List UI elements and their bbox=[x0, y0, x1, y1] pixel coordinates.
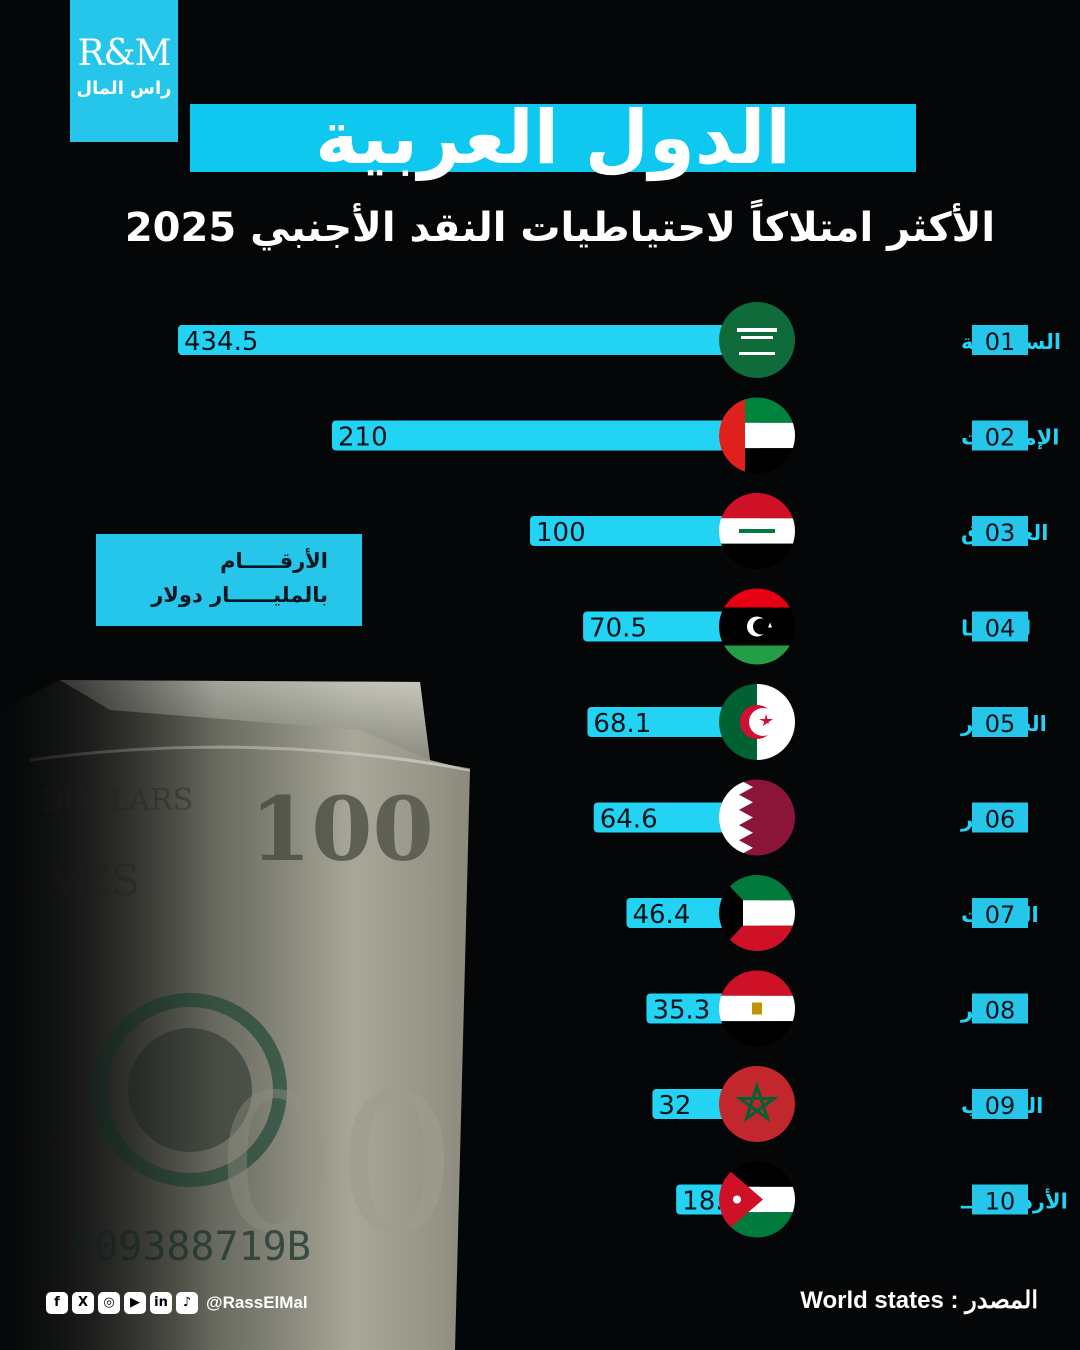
bar bbox=[593, 802, 760, 833]
data-label: 68.1 bbox=[593, 709, 651, 739]
chart-row: 100العـــراق03 bbox=[530, 493, 1049, 569]
facebook-icon[interactable]: f bbox=[46, 1292, 68, 1314]
bar bbox=[178, 325, 760, 355]
libya-flag bbox=[719, 588, 795, 665]
rank-label: 09 bbox=[985, 1092, 1016, 1120]
page-title: الدول العربية bbox=[315, 95, 791, 181]
bar bbox=[587, 707, 760, 737]
rank-badge bbox=[972, 993, 1028, 1024]
chart-row: 434.5السعوديـة01 bbox=[178, 302, 1061, 378]
data-label: 64.6 bbox=[600, 805, 658, 835]
rank-badge bbox=[972, 516, 1028, 546]
chart-row: 70.5لـيـبـيـا04 bbox=[583, 588, 1031, 665]
rank-badge bbox=[972, 707, 1028, 737]
social-handle[interactable]: @RassElMal bbox=[206, 1293, 308, 1312]
morocco-flag bbox=[719, 1066, 795, 1142]
rank-label: 03 bbox=[985, 519, 1016, 547]
algeria-flag bbox=[719, 684, 795, 760]
chart-row: 64.6قطـــر06 bbox=[593, 779, 1030, 856]
rank-label: 04 bbox=[985, 615, 1016, 643]
rank-badge bbox=[972, 1089, 1028, 1119]
x-icon[interactable]: X bbox=[72, 1292, 94, 1314]
data-label: 46.4 bbox=[632, 900, 690, 930]
tiktok-icon[interactable]: ♪ bbox=[176, 1292, 198, 1314]
rank-badge bbox=[972, 898, 1028, 928]
rank-badge bbox=[972, 802, 1028, 833]
data-label: 434.5 bbox=[184, 327, 258, 357]
banknote-illustration: 100 DOLLARS VES 00 F09388719B bbox=[0, 670, 480, 1350]
brand-logo: R&M راس المال bbox=[70, 0, 178, 142]
rank-label: 01 bbox=[985, 328, 1016, 356]
chart-row: 32المغـرب09 bbox=[652, 1066, 1043, 1142]
bar bbox=[530, 516, 760, 546]
egypt-flag bbox=[719, 970, 795, 1047]
linkedin-icon[interactable]: in bbox=[150, 1292, 172, 1314]
rank-badge bbox=[972, 325, 1028, 355]
source-label: المصدر : bbox=[950, 1287, 1038, 1314]
bar bbox=[332, 420, 760, 451]
chart-row: 68.1الجــزائر05 bbox=[587, 684, 1047, 760]
youtube-icon[interactable]: ▶ bbox=[124, 1292, 146, 1314]
iraq-flag bbox=[719, 493, 795, 569]
rank-badge bbox=[972, 1184, 1028, 1215]
saudi-flag bbox=[719, 302, 795, 378]
source-credit: World states المصدر : bbox=[800, 1284, 1038, 1318]
rank-label: 06 bbox=[985, 806, 1016, 834]
data-label: 32 bbox=[658, 1091, 691, 1121]
social-links: f X ◎ ▶ in ♪ @RassElMal bbox=[46, 1290, 308, 1316]
chart-row: 210الإمــارات02 bbox=[332, 397, 1059, 474]
jordan-flag bbox=[719, 1161, 795, 1238]
logo-sub-text: راس المال bbox=[76, 78, 172, 99]
rank-label: 10 bbox=[985, 1188, 1016, 1216]
instagram-icon[interactable]: ◎ bbox=[98, 1292, 120, 1314]
chart-row: 35.3مصـــر08 bbox=[646, 970, 1029, 1047]
unit-note: الأرقـــــام بالمليــــــار دولار bbox=[96, 534, 362, 626]
rank-label: 08 bbox=[985, 997, 1016, 1025]
chart-row: 46.4الكـويت07 bbox=[626, 875, 1039, 951]
data-label: 210 bbox=[338, 423, 388, 453]
data-label: 100 bbox=[536, 518, 586, 548]
page-subtitle: الأكثر امتلاكاً لاحتياطيات النقد الأجنبي… bbox=[124, 205, 996, 251]
qatar-flag bbox=[719, 779, 795, 856]
data-label: 35.3 bbox=[652, 996, 710, 1026]
logo-main-text: R&M bbox=[77, 33, 171, 74]
unit-note-line2: بالمليــــــار دولار bbox=[151, 583, 328, 607]
unit-note-line1: الأرقـــــام bbox=[220, 549, 328, 573]
source-value: World states bbox=[800, 1287, 944, 1314]
rank-badge bbox=[972, 611, 1028, 642]
rank-label: 02 bbox=[985, 424, 1016, 452]
rank-label: 07 bbox=[985, 901, 1016, 929]
bar bbox=[583, 611, 760, 642]
uae-flag bbox=[719, 397, 795, 474]
rank-label: 05 bbox=[985, 710, 1016, 738]
reserves-bar-chart: 434.5السعوديـة01 210الإمــارات02 100العـــ… bbox=[178, 302, 1068, 1238]
kuwait-flag bbox=[719, 875, 795, 951]
title-highlight-bar bbox=[190, 104, 916, 172]
rank-badge bbox=[972, 420, 1028, 451]
data-label: 70.5 bbox=[589, 614, 647, 644]
